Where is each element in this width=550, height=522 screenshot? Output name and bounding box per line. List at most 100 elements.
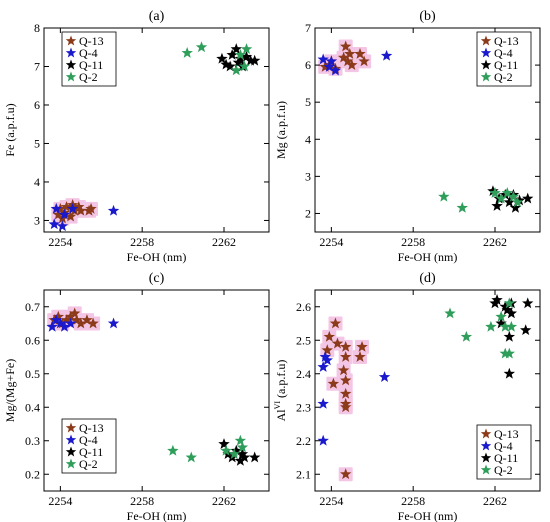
- point-q-2-4: [501, 187, 513, 198]
- point-q-13-11: [85, 202, 97, 214]
- legend-marker: [65, 35, 77, 46]
- point-q-13-0: [321, 344, 333, 356]
- x-tick-label: 2258: [130, 494, 154, 508]
- legend-label: Q-11: [79, 445, 103, 459]
- point-q-11-0: [487, 185, 499, 197]
- point-q-4-3: [329, 64, 342, 76]
- point-q-2-0: [438, 190, 450, 202]
- point-q-11-2: [224, 60, 236, 72]
- panel-label: (d): [419, 271, 436, 286]
- point-q-11-4: [230, 43, 242, 55]
- panel-b: 2254 2258 2262 2 3 4 5 6 7 (b) Fe-OH (nm) Mg (a.p.f…: [274, 9, 541, 264]
- x-tick-label: 2262: [483, 235, 507, 249]
- point-q-11-9: [519, 324, 532, 336]
- legend-label: Q-2: [494, 463, 513, 477]
- point-q-2-2: [230, 64, 242, 76]
- point-q-13-11: [339, 401, 352, 413]
- y-tick-label: 2: [305, 206, 311, 220]
- y-tick-label: 0.6: [25, 333, 40, 347]
- point-q-2-1: [460, 330, 473, 342]
- legend-label: Q-2: [79, 70, 98, 84]
- plot-frame: [43, 289, 270, 492]
- legend-marker: [65, 434, 77, 445]
- point-q-13-5: [68, 307, 81, 319]
- point-q-13-6: [71, 314, 83, 325]
- plot-frame: [314, 27, 541, 233]
- point-q-13-14: [356, 340, 368, 352]
- point-q-2-2: [485, 320, 497, 332]
- y-tick-label: 7: [34, 59, 40, 73]
- point-q-13-0: [52, 208, 65, 220]
- point-q-4-2: [321, 354, 333, 366]
- panel-label: (b): [419, 9, 436, 24]
- point-q-2-1: [456, 201, 468, 213]
- legend-marker: [480, 428, 492, 439]
- point-q-13-9: [354, 47, 366, 59]
- point-q-2-1: [195, 41, 208, 53]
- x-axis-label: Fe-OH (nm): [127, 250, 187, 264]
- panel-label: (c): [149, 271, 165, 286]
- panel-label: (a): [149, 9, 165, 24]
- legend-marker: [480, 440, 492, 451]
- y-tick-label: 8: [34, 21, 40, 35]
- point-q-2-3: [234, 48, 247, 60]
- point-q-13-5: [64, 210, 77, 222]
- x-tick-label: 2254: [319, 235, 343, 249]
- point-q-4-1: [323, 60, 336, 72]
- legend-label: Q-13: [79, 421, 104, 435]
- legend-label: Q-11: [494, 58, 518, 72]
- point-q-2-2: [489, 187, 501, 198]
- point-q-4-2: [56, 220, 69, 232]
- panel-a: 2254 2258 2262 3 4 5 6 7 8 (a) Fe-OH (nm) Fe (a.p.f…: [3, 9, 270, 264]
- point-q-11-4: [234, 454, 247, 466]
- legend-marker: [480, 35, 492, 46]
- y-tick-label: 6: [34, 98, 40, 112]
- x-tick-label: 2254: [319, 494, 343, 508]
- legend-marker: [65, 458, 77, 469]
- point-q-13-7: [75, 317, 87, 329]
- x-tick-label: 2262: [212, 235, 236, 249]
- point-q-4-5: [378, 371, 391, 382]
- point-q-13-13: [354, 351, 366, 362]
- legend-marker: [480, 464, 492, 475]
- point-q-11-1: [491, 294, 503, 305]
- point-q-11-7: [513, 194, 526, 206]
- legend-marker: [480, 59, 492, 70]
- legend-label: Q-4: [494, 46, 513, 60]
- plot-frame: [314, 289, 541, 492]
- y-tick-label: 2.5: [296, 333, 311, 347]
- x-tick-label: 2254: [48, 235, 72, 249]
- point-q-2-3: [495, 310, 507, 322]
- point-q-11-10: [248, 54, 261, 66]
- x-axis-label: Fe-OH (nm): [398, 250, 458, 264]
- point-q-11-8: [240, 50, 253, 62]
- y-tick-label: 4: [305, 132, 311, 146]
- legend: Q-13Q-4Q-11Q-2: [476, 31, 532, 87]
- point-q-11-8: [522, 192, 534, 204]
- point-q-2-5: [240, 43, 253, 55]
- point-q-11-9: [244, 54, 257, 66]
- legend-label: Q-2: [494, 70, 513, 84]
- point-q-2-5: [236, 441, 249, 453]
- legend: Q-13Q-4Q-11Q-2: [476, 424, 532, 480]
- point-q-2-5: [507, 190, 520, 202]
- legend-label: Q-13: [494, 427, 519, 441]
- point-q-13-4: [337, 51, 350, 63]
- point-q-4-3: [317, 397, 329, 409]
- x-axis-label: Fe-OH (nm): [127, 509, 187, 522]
- x-tick-label: 2258: [401, 494, 425, 508]
- point-q-13-8: [81, 314, 93, 325]
- y-axis-label: AlVI (a.p.f.u): [273, 360, 288, 422]
- legend-label: Q-4: [79, 433, 98, 447]
- point-q-13-4: [331, 337, 344, 349]
- legend-marker: [480, 452, 492, 463]
- y-tick-label: 0.4: [25, 400, 40, 414]
- point-q-4-4: [66, 202, 79, 214]
- legend-label: Q-13: [494, 34, 519, 48]
- y-tick-label: 6: [305, 58, 311, 72]
- point-q-2-4: [234, 434, 247, 446]
- y-tick-label: 0.5: [25, 367, 40, 381]
- point-q-4-4: [317, 434, 329, 446]
- point-q-4-2: [54, 317, 67, 329]
